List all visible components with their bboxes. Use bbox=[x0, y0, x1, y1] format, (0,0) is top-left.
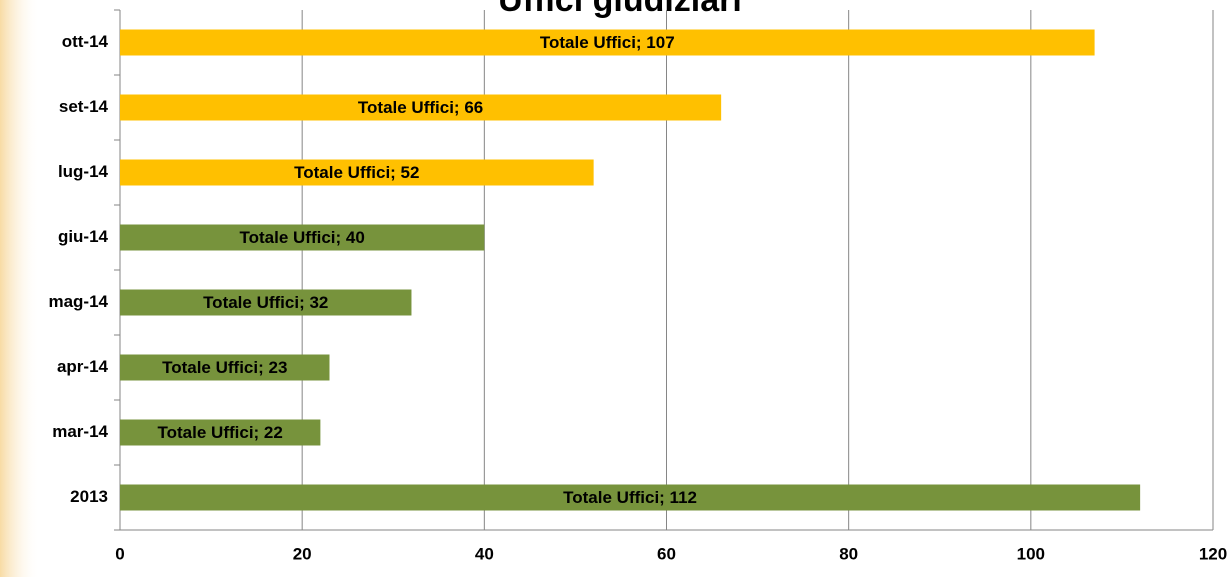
background-glow bbox=[0, 0, 40, 577]
bar bbox=[120, 29, 1095, 56]
x-tick-label: 0 bbox=[115, 544, 124, 563]
data-label: Totale Uffici; 66 bbox=[358, 98, 483, 117]
y-tick-label: 2013 bbox=[70, 487, 108, 506]
x-tick-label: 100 bbox=[1017, 544, 1045, 563]
data-label: Totale Uffici; 112 bbox=[563, 488, 697, 507]
bar bbox=[120, 224, 485, 251]
data-label: Totale Uffici; 22 bbox=[158, 423, 283, 442]
bar bbox=[120, 159, 594, 186]
bar bbox=[120, 484, 1141, 511]
data-label: Totale Uffici; 40 bbox=[240, 228, 365, 247]
x-tick-label: 80 bbox=[839, 544, 858, 563]
bar bbox=[120, 289, 412, 316]
data-label: Totale Uffici; 32 bbox=[203, 293, 328, 312]
chart-title: Uffici giudiziari bbox=[498, 0, 742, 19]
bar bbox=[120, 94, 722, 121]
x-tick-label: 120 bbox=[1199, 544, 1227, 563]
y-tick-label: mar-14 bbox=[52, 422, 108, 441]
y-tick-label: giu-14 bbox=[58, 227, 109, 246]
y-tick-label: set-14 bbox=[59, 97, 109, 116]
x-tick-label: 60 bbox=[657, 544, 676, 563]
data-label: Totale Uffici; 107 bbox=[540, 33, 675, 52]
y-tick-label: lug-14 bbox=[58, 162, 109, 181]
y-tick-label: mag-14 bbox=[48, 292, 108, 311]
data-label: Totale Uffici; 23 bbox=[162, 358, 287, 377]
data-label: Totale Uffici; 52 bbox=[294, 163, 419, 182]
bar bbox=[120, 419, 321, 446]
x-tick-label: 20 bbox=[293, 544, 312, 563]
y-tick-label: apr-14 bbox=[57, 357, 109, 376]
y-tick-label: ott-14 bbox=[62, 32, 109, 51]
bar bbox=[120, 354, 330, 381]
x-tick-label: 40 bbox=[475, 544, 494, 563]
